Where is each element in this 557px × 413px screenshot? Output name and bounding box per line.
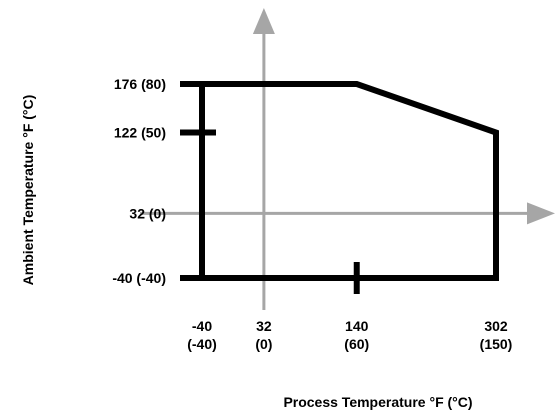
y-tick-label: 176 (80) [114,76,166,92]
y-tick-labels: 176 (80) 122 (50) 32 (0) -40 (-40) [112,76,166,286]
x-tick-label-f: 140 [345,318,369,334]
y-tick-label: -40 (-40) [112,270,166,286]
x-tick-labels: -40 (-40) 32 (0) 140 (60) 302 (150) [187,318,512,352]
x-tick-label-f: 32 [256,318,272,334]
x-tick-label-c: (0) [255,336,272,352]
y-tick-label: 122 (50) [114,125,166,141]
x-tick-label-c: (-40) [187,336,217,352]
horizontal-axis-arrow [527,202,555,225]
vertical-axis-arrow [252,8,275,34]
y-tick-label: 32 (0) [129,205,166,221]
x-tick-label-c: (60) [344,336,369,352]
boundary-outline [199,81,499,281]
y-axis-title: Ambient Temperature °F (°C) [20,95,36,286]
operating-boundary [180,81,499,294]
x-tick-label-f: -40 [192,318,212,334]
x-tick-label-f: 302 [484,318,508,334]
x-tick-label-c: (150) [480,336,513,352]
x-axis-title: Process Temperature °F (°C) [283,394,472,410]
